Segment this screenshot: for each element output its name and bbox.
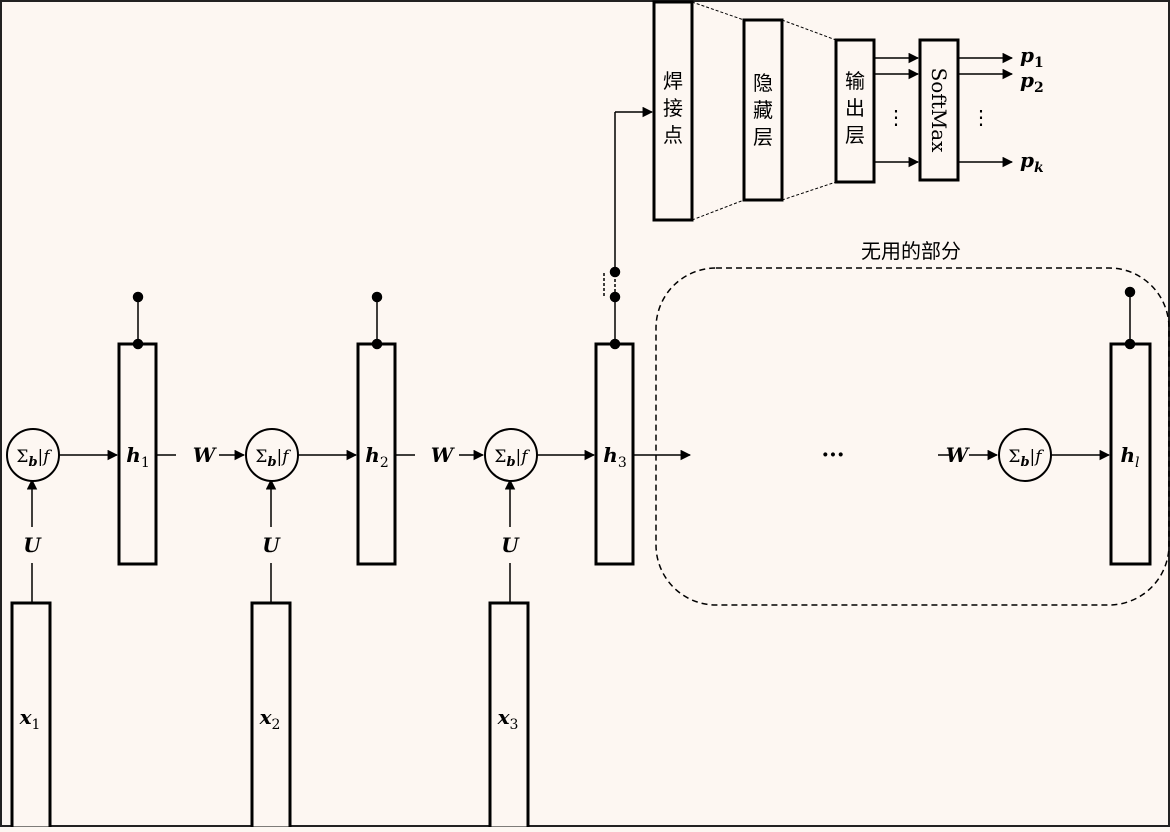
output-vertical-dots: ⋮ — [886, 105, 906, 129]
svg-text:出: 出 — [845, 96, 865, 120]
svg-text:h1: h1 — [126, 443, 149, 471]
unused-region-label: 无用的部分 — [861, 239, 961, 263]
svg-text:h3: h3 — [603, 443, 626, 471]
svg-text:x3: x3 — [497, 705, 519, 733]
u-label-2: U — [262, 533, 281, 557]
svg-text:隐: 隐 — [753, 71, 773, 95]
svg-text:hl: hl — [1120, 443, 1139, 471]
unused-region — [655, 267, 1170, 606]
sum-node-3: Σb|f — [484, 428, 538, 482]
hidden-box-1: h1 — [117, 342, 158, 566]
svg-text:Σb|f: Σb|f — [16, 447, 52, 470]
output-p1: p1 — [1020, 43, 1044, 71]
layer-connector-lines — [691, 1, 837, 221]
svg-text:焊: 焊 — [663, 69, 683, 93]
output-layer-box: 输 出 层 — [834, 38, 876, 184]
input-box-1: x1 — [10, 601, 52, 830]
svg-text:Σb|f: Σb|f — [494, 447, 530, 470]
hidden-output-stubs — [132, 286, 1136, 350]
u-label-3: U — [501, 533, 520, 557]
output-pk: pk — [1020, 148, 1044, 176]
softmax-box: SoftMax — [918, 38, 960, 182]
hidden-box-3: h3 — [594, 342, 635, 566]
svg-text:Σb|f: Σb|f — [255, 447, 291, 470]
sum-node-l: Σb|f — [998, 428, 1052, 482]
input-box-3: x3 — [488, 601, 530, 830]
sum-node-1: Σb|f — [6, 428, 60, 482]
svg-text:SoftMax: SoftMax — [927, 68, 951, 154]
svg-text:Σb|f: Σb|f — [1008, 447, 1044, 470]
hidden-layer-box: 隐 藏 层 — [742, 18, 784, 202]
hidden-box-2: h2 — [356, 342, 397, 566]
svg-text:层: 层 — [845, 123, 865, 147]
svg-text:点: 点 — [663, 123, 683, 147]
w-label-3: W — [946, 443, 971, 467]
svg-text:h2: h2 — [365, 443, 388, 471]
u-label-1: U — [23, 533, 42, 557]
output-p2: p2 — [1020, 68, 1044, 96]
sequence-ellipsis: ··· — [822, 442, 845, 468]
w-label-2: W — [431, 443, 456, 467]
weld-layer-box: 焊 接 点 — [652, 0, 694, 222]
sum-node-2: Σb|f — [245, 428, 299, 482]
svg-text:输: 输 — [845, 69, 865, 93]
output-to-softmax-arrows — [874, 52, 920, 168]
softmax-output-arrows — [958, 52, 1014, 168]
svg-text:接: 接 — [663, 96, 683, 120]
classifier-link — [603, 106, 654, 297]
svg-text:层: 层 — [753, 125, 773, 149]
w-label-1: W — [193, 443, 218, 467]
input-box-2: x2 — [250, 601, 292, 830]
hidden-box-l: hl — [1109, 342, 1152, 566]
svg-text:藏: 藏 — [753, 98, 773, 122]
svg-text:x2: x2 — [259, 705, 281, 733]
softmax-vertical-dots: ⋮ — [971, 105, 991, 129]
svg-text:x1: x1 — [19, 705, 41, 733]
